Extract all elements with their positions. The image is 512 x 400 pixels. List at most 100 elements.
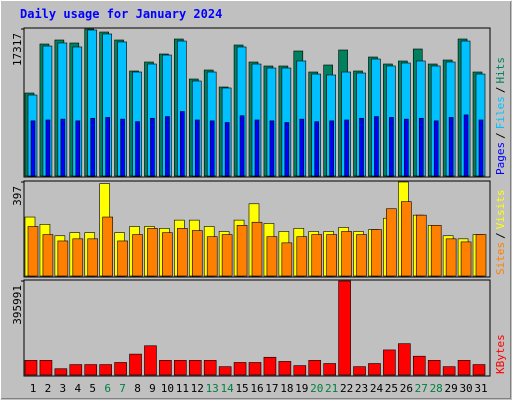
bar: [460, 241, 472, 277]
bar: [75, 120, 81, 177]
bar: [69, 364, 83, 376]
x-tick-label: 10: [161, 382, 174, 395]
y-tick-label: 397: [11, 186, 24, 206]
bar: [463, 114, 469, 177]
bar: [254, 119, 260, 177]
bar: [299, 118, 305, 177]
bar: [87, 238, 99, 277]
bar: [45, 119, 51, 177]
bar: [144, 345, 157, 376]
bar: [27, 226, 39, 277]
bar: [203, 360, 217, 376]
bar: [39, 360, 53, 376]
x-tick-label: 22: [340, 382, 353, 395]
bar: [218, 366, 232, 376]
x-tick-label: 27: [415, 382, 428, 395]
panel-frame: [23, 180, 491, 278]
x-tick-label: 13: [206, 382, 219, 395]
x-tick-label: 11: [176, 382, 189, 395]
bar: [177, 228, 188, 277]
bar: [114, 362, 127, 376]
bar: [174, 360, 187, 376]
x-tick-label: 12: [191, 382, 204, 395]
legend-separator: /: [494, 232, 507, 239]
bar: [472, 364, 486, 376]
x-tick-label: 31: [474, 382, 487, 395]
bar: [99, 364, 112, 376]
bar: [206, 236, 218, 277]
bar: [281, 242, 293, 277]
bar: [30, 120, 36, 177]
bar: [308, 360, 322, 376]
legend: Sites / Visits: [494, 190, 507, 276]
x-tick-label: 17: [265, 382, 278, 395]
legend-entry: Visits: [494, 190, 507, 230]
x-tick-label: 19: [295, 382, 308, 395]
bar: [344, 119, 349, 177]
bar: [356, 234, 367, 277]
x-tick-label: 6: [104, 382, 111, 395]
bar: [418, 117, 424, 177]
legend-entry: KBytes: [494, 334, 507, 374]
bar: [433, 120, 439, 177]
bar: [135, 121, 140, 177]
bar: [478, 119, 484, 177]
bar: [147, 228, 158, 277]
bar: [293, 365, 307, 376]
legend-entry: Sites: [494, 242, 507, 275]
bar: [448, 117, 454, 177]
bar: [248, 362, 262, 376]
x-tick-label: 3: [60, 382, 67, 395]
bar: [251, 221, 263, 277]
bar: [383, 349, 396, 376]
bar: [284, 122, 290, 177]
bar: [263, 356, 277, 376]
bar: [386, 208, 397, 277]
x-tick-label: 1: [30, 382, 37, 395]
bar: [442, 366, 456, 376]
x-tick-label: 25: [385, 382, 398, 395]
bar: [404, 118, 409, 177]
bar: [57, 240, 69, 277]
bar: [427, 360, 441, 376]
bar: [72, 238, 84, 277]
bar: [102, 216, 113, 277]
bar: [389, 117, 394, 177]
bar: [359, 117, 364, 177]
bar: [132, 234, 143, 277]
panel-frame: [23, 27, 491, 178]
y-tick-label: 17317: [11, 33, 24, 66]
bar: [338, 280, 351, 376]
bar: [457, 360, 471, 376]
x-tick-label: 5: [89, 382, 96, 395]
bar: [371, 229, 382, 277]
bar: [159, 360, 172, 376]
bar: [180, 111, 185, 177]
bar: [194, 119, 200, 177]
bar: [311, 234, 323, 277]
bar: [129, 353, 142, 376]
bar: [314, 121, 320, 177]
x-tick-label: 7: [119, 382, 126, 395]
bar: [84, 364, 98, 376]
bar: [269, 120, 275, 177]
x-tick-label: 16: [250, 382, 263, 395]
legend: Pages / Files / Hits: [494, 57, 507, 175]
bar: [374, 116, 379, 177]
bar: [430, 225, 442, 277]
bar: [120, 118, 125, 177]
bar: [326, 234, 337, 277]
x-tick-label: 4: [74, 382, 81, 395]
bar: [24, 360, 38, 376]
x-tick-label: 20: [310, 382, 323, 395]
x-tick-label: 15: [235, 382, 248, 395]
bar: [224, 122, 230, 177]
bar: [368, 363, 381, 376]
bar: [162, 232, 173, 277]
bar: [191, 230, 203, 277]
x-tick-label: 23: [355, 382, 368, 395]
bar: [353, 366, 366, 376]
